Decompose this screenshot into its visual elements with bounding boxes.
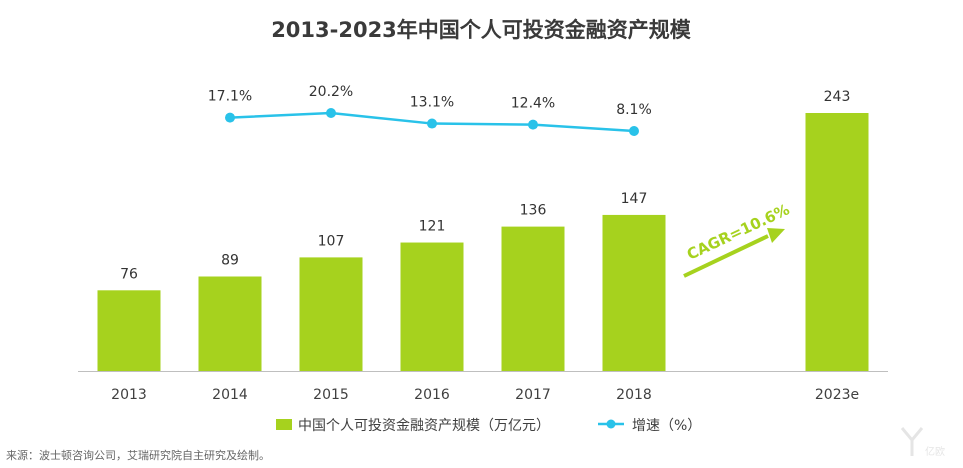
x-tick-2017: 2017 [515, 387, 551, 403]
chart-title: 2013-2023年中国个人可投资金融资产规模 [271, 18, 692, 42]
bar-value-label-2014: 89 [221, 253, 239, 269]
growth-value-labels: 17.1% 20.2% 13.1% 12.4% 8.1% [208, 84, 652, 118]
legend-line-label: 增速（%） [632, 418, 701, 434]
growth-label-2015: 20.2% [309, 84, 353, 100]
x-tick-2018: 2018 [616, 387, 652, 403]
source-note: 来源：波士顿咨询公司，艾瑞研究院自主研究及绘制。 [6, 448, 270, 462]
bar-series [97, 113, 869, 371]
bar-2013 [97, 290, 161, 371]
legend-bar-label: 中国个人可投资金融资产规模（万亿元） [298, 418, 550, 434]
legend-line-marker [606, 419, 616, 429]
growth-point-2014 [225, 112, 235, 123]
growth-line-series [225, 108, 639, 136]
cagr-annotation: CAGR=10.6% [683, 200, 792, 278]
growth-point-2017 [528, 119, 538, 130]
x-tick-2015: 2015 [313, 387, 349, 403]
x-tick-2023e: 2023e [815, 387, 859, 403]
x-axis-tick-labels: 2013 2014 2015 2016 2017 2018 2023e [111, 387, 859, 403]
watermark-text: 亿欧 [925, 445, 945, 458]
bar-value-label-2015: 107 [318, 233, 345, 249]
cagr-arrow-head [767, 228, 785, 243]
cagr-arrow-shaft [683, 234, 769, 278]
bar-2018 [602, 214, 666, 371]
bar-value-label-2017: 136 [520, 203, 547, 219]
bar-value-label-2016: 121 [419, 219, 446, 235]
growth-point-2016 [427, 118, 437, 129]
bar-value-label-2023e: 243 [824, 89, 851, 105]
growth-label-2017: 12.4% [511, 96, 555, 112]
legend: 中国个人可投资金融资产规模（万亿元） 增速（%） [276, 418, 701, 434]
growth-label-2014: 17.1% [208, 89, 252, 105]
legend-bar-swatch [276, 419, 292, 430]
bar-2023e [805, 113, 869, 371]
bar-value-label-2013: 76 [120, 266, 138, 282]
bar-2014 [198, 276, 262, 371]
x-tick-2013: 2013 [111, 387, 147, 403]
bar-value-label-2018: 147 [621, 191, 648, 207]
growth-label-2016: 13.1% [410, 95, 454, 111]
bar-2015 [299, 257, 363, 371]
growth-label-2018: 8.1% [616, 102, 652, 118]
bar-value-labels: 76 89 107 121 136 147 243 [120, 89, 850, 282]
x-tick-2016: 2016 [414, 387, 450, 403]
growth-point-2018 [629, 126, 639, 136]
growth-point-2015 [326, 108, 336, 118]
bar-2017 [501, 226, 565, 371]
watermark-logo: 亿欧 [900, 427, 945, 458]
bar-2016 [400, 242, 464, 371]
x-tick-2014: 2014 [212, 387, 248, 403]
